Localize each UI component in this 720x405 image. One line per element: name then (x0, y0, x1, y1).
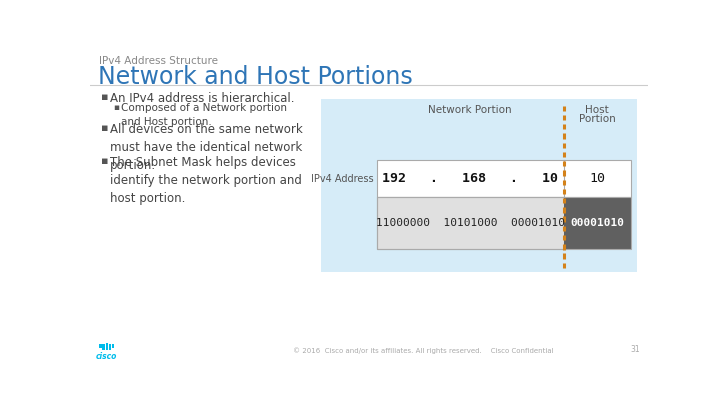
Text: 31: 31 (631, 345, 640, 354)
Bar (106, 343, 108, 350)
Bar (377, 197, 631, 249)
Text: IPv4 Address: IPv4 Address (311, 174, 374, 184)
Text: ▪: ▪ (101, 156, 108, 166)
Text: 192   .   168   .   10: 192 . 168 . 10 (382, 172, 558, 185)
Bar (109, 343, 111, 350)
Text: All devices on the same network
must have the identical network
portion.: All devices on the same network must hav… (110, 123, 303, 172)
Text: Network and Host Portions: Network and Host Portions (98, 65, 413, 89)
Text: 00001010: 00001010 (570, 218, 624, 228)
Text: ▪: ▪ (101, 92, 108, 102)
Text: © 2016  Cisco and/or its affiliates. All rights reserved.    Cisco Confidential: © 2016 Cisco and/or its affiliates. All … (293, 347, 554, 354)
Text: Composed of a Network portion
and Host portion.: Composed of a Network portion and Host p… (121, 103, 287, 127)
Bar (321, 99, 637, 272)
Text: The Subnet Mask helps devices
identify the network portion and
host portion.: The Subnet Mask helps devices identify t… (110, 156, 302, 205)
Bar (377, 160, 631, 197)
Text: 11000000  10101000  00001010: 11000000 10101000 00001010 (376, 218, 564, 228)
Bar (377, 197, 564, 249)
Text: ▪: ▪ (113, 103, 120, 112)
Text: An IPv4 address is hierarchical.: An IPv4 address is hierarchical. (110, 92, 294, 105)
Text: IPv4 Address Structure: IPv4 Address Structure (99, 56, 218, 66)
Text: Network Portion: Network Portion (428, 105, 512, 115)
Text: ▪: ▪ (101, 123, 108, 133)
Bar (564, 197, 631, 249)
Text: Host: Host (585, 105, 609, 115)
Bar (99, 344, 102, 348)
Text: cisco: cisco (96, 352, 117, 361)
Bar (102, 343, 104, 350)
Text: 10: 10 (589, 172, 606, 185)
Bar (112, 344, 114, 348)
Text: Portion: Portion (579, 114, 616, 124)
